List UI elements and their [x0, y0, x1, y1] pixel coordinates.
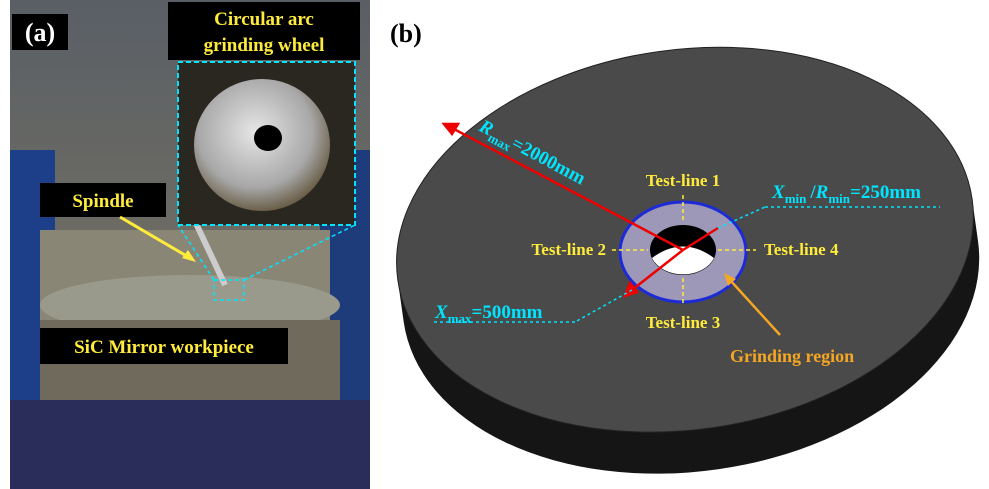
test-line-label: Test-line 4: [764, 240, 839, 259]
spindle-label: Spindle: [72, 191, 133, 212]
test-line-label: Test-line 3: [646, 313, 720, 332]
photo-panel: (a) Circular arc grinding wheel Spindle …: [10, 0, 370, 489]
workpiece-label: SiC Mirror workpiece: [74, 337, 254, 358]
grinding-region-label: Grinding region: [730, 346, 854, 366]
text-part: =500mm: [472, 302, 543, 323]
panel-label: (a): [25, 18, 55, 47]
figure: (a) Circular arc grinding wheel Spindle …: [0, 0, 989, 489]
arrow-head: [444, 124, 458, 134]
panel-label: (b): [390, 19, 422, 48]
wheel-label: Circular arc: [214, 9, 314, 30]
test-line-label: Test-line 1: [646, 171, 720, 190]
diagram-panel: (b) Test-line 1 Test-line 2 Test-line 3 …: [371, 11, 989, 489]
test-line-label: Test-line 2: [532, 240, 606, 259]
wheel-label: grinding wheel: [204, 35, 325, 56]
text-part: =250mm: [850, 182, 921, 203]
wheel-hole: [254, 125, 282, 151]
text-part: max: [448, 311, 472, 326]
text-part: min: [785, 191, 807, 206]
floor: [10, 400, 370, 489]
text-part: R: [815, 182, 829, 203]
text-part: min: [828, 191, 850, 206]
